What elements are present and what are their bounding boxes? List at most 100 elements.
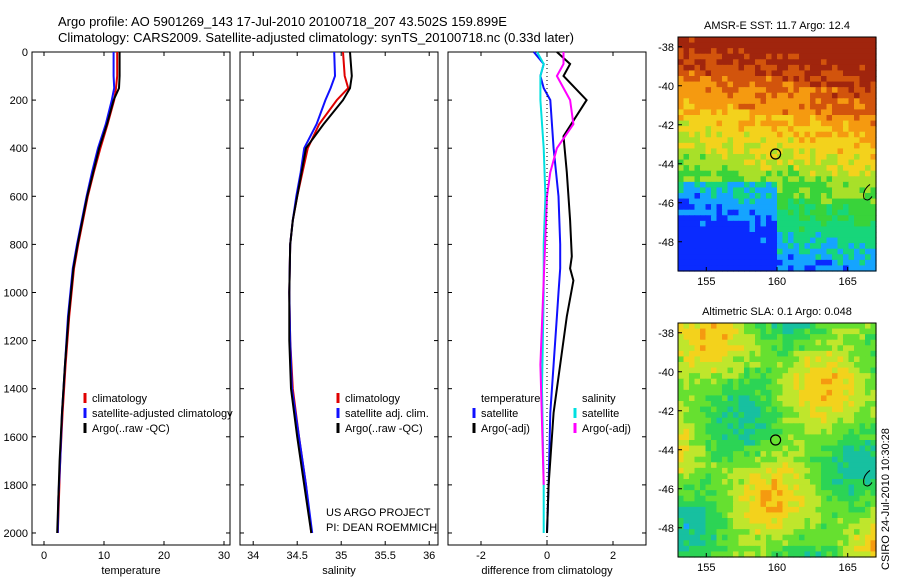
heatmap-cell — [848, 187, 855, 194]
heatmap-cell — [810, 367, 817, 374]
heatmap-cell — [755, 170, 762, 177]
heatmap-cell — [722, 518, 729, 525]
heatmap-cell — [738, 142, 745, 150]
heatmap-cell — [705, 467, 712, 475]
heatmap-cell — [689, 551, 696, 558]
heatmap-cell — [700, 115, 707, 122]
heatmap-cell — [810, 159, 817, 166]
heatmap-cell — [716, 401, 723, 408]
heatmap-cell — [727, 109, 734, 116]
heatmap-cell — [716, 198, 723, 205]
heatmap-cell — [749, 265, 756, 272]
heatmap-cell — [678, 373, 685, 380]
heatmap-cell — [854, 401, 861, 408]
heatmap-cell — [793, 373, 800, 380]
heatmap-cell — [716, 37, 723, 44]
heatmap-cell — [854, 170, 861, 177]
heatmap-cell — [810, 484, 817, 491]
heatmap-cell — [705, 170, 712, 177]
heatmap-cell — [771, 356, 778, 363]
heatmap-cell — [848, 401, 855, 408]
panel-1-xtick-label: 35 — [335, 550, 347, 562]
heatmap-cell — [738, 59, 745, 66]
heatmap-cell — [870, 154, 877, 161]
heatmap-cell — [815, 428, 822, 436]
heatmap-cell — [738, 198, 745, 205]
heatmap-cell — [749, 456, 756, 463]
heatmap-cell — [694, 479, 701, 486]
heatmap-cell — [843, 378, 850, 385]
heatmap-cell — [766, 373, 773, 380]
heatmap-cell — [722, 126, 729, 133]
heatmap-cell — [749, 406, 756, 413]
heatmap-cell — [727, 534, 734, 541]
heatmap-cell — [771, 534, 778, 541]
heatmap-cell — [826, 434, 833, 441]
heatmap-cell — [848, 92, 855, 99]
heatmap-cell — [793, 237, 800, 244]
heatmap-cell — [766, 423, 773, 430]
heatmap-cell — [766, 445, 773, 452]
heatmap-cell — [711, 76, 718, 83]
panel-0-xlabel: temperature — [101, 565, 160, 577]
heatmap-cell — [700, 81, 707, 88]
heatmap-cell — [683, 462, 690, 469]
heatmap-cell — [678, 165, 685, 172]
heatmap-cell — [722, 115, 729, 122]
heatmap-cell — [826, 215, 833, 222]
heatmap-cell — [716, 159, 723, 166]
heatmap-cell — [727, 265, 734, 272]
heatmap-cell — [799, 540, 806, 547]
heatmap-cell — [843, 187, 850, 194]
heatmap-cell — [727, 142, 734, 150]
heatmap-cell — [744, 350, 751, 358]
heatmap-cell — [826, 378, 833, 385]
heatmap-cell — [832, 506, 839, 514]
heatmap-cell — [799, 204, 806, 211]
heatmap-cell — [694, 181, 701, 189]
heatmap-cell — [689, 479, 696, 486]
heatmap-cell — [859, 170, 866, 177]
heatmap-cell — [782, 512, 789, 519]
heatmap-cell — [744, 479, 751, 486]
heatmap-cell — [815, 154, 822, 161]
heatmap-cell — [788, 265, 795, 272]
heatmap-cell — [837, 42, 844, 49]
heatmap-cell — [760, 373, 767, 380]
heatmap-cell — [782, 131, 789, 138]
heatmap-cell — [870, 356, 877, 363]
heatmap-cell — [854, 159, 861, 166]
heatmap-cell — [727, 384, 734, 391]
heatmap-cell — [815, 373, 822, 380]
heatmap-cell — [733, 70, 740, 77]
heatmap-cell — [821, 473, 828, 480]
heatmap-cell — [755, 367, 762, 374]
heatmap-cell — [799, 159, 806, 166]
heatmap-cell — [694, 59, 701, 66]
heatmap-cell — [722, 103, 729, 111]
heatmap-cell — [815, 165, 822, 172]
heatmap-cell — [810, 70, 817, 77]
heatmap-cell — [711, 170, 718, 177]
heatmap-cell — [689, 176, 696, 183]
heatmap-cell — [727, 518, 734, 525]
heatmap-cell — [821, 445, 828, 452]
heatmap-cell — [738, 440, 745, 447]
heatmap-cell — [799, 417, 806, 424]
heatmap-cell — [716, 373, 723, 380]
heatmap-cell — [711, 356, 718, 363]
heatmap-cell — [755, 523, 762, 530]
heatmap-cell — [865, 428, 872, 436]
heatmap-cell — [810, 165, 817, 172]
heatmap-cell — [826, 345, 833, 352]
panel-2-frame — [447, 51, 647, 546]
heatmap-cell — [832, 417, 839, 424]
heatmap-cell — [810, 176, 817, 183]
heatmap-cell — [854, 70, 861, 77]
heatmap-cell — [810, 518, 817, 525]
heatmap-cell — [777, 529, 784, 536]
heatmap-cell — [733, 495, 740, 502]
heatmap-cell — [804, 70, 811, 77]
heatmap-cell — [766, 187, 773, 194]
heatmap-cell — [766, 434, 773, 441]
